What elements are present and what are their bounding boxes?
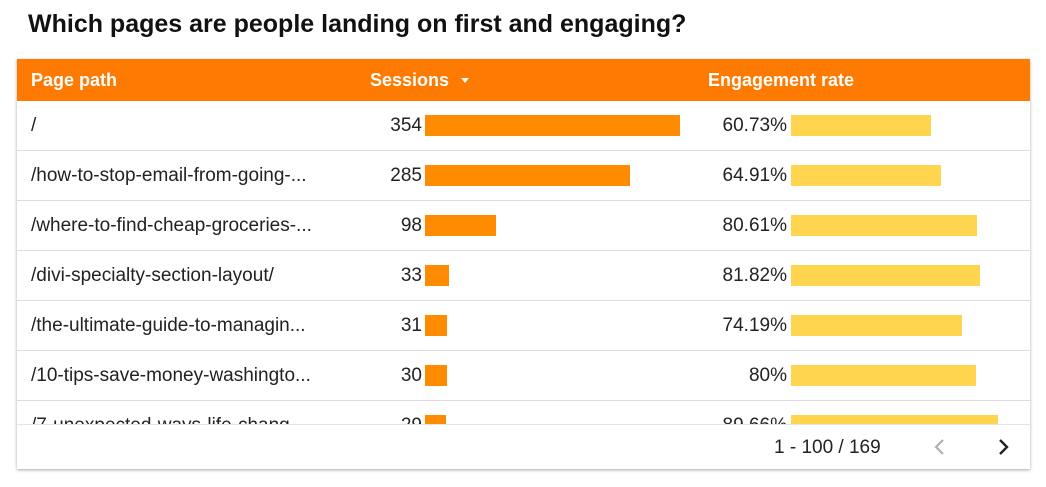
engagement-rate-bar — [791, 115, 931, 136]
engagement-rate-value: 89.66% — [707, 401, 787, 424]
sessions-bar — [425, 315, 447, 336]
table-row[interactable]: /how-to-stop-email-from-going-... 285 64.9… — [17, 151, 1030, 201]
engagement-rate-value: 80.61% — [722, 215, 787, 236]
page-path-cell: /where-to-find-cheap-groceries-... — [31, 215, 312, 236]
table-row[interactable]: /10-tips-save-money-washingto... 30 80% — [17, 351, 1030, 401]
column-header-page-path[interactable]: Page path — [31, 59, 117, 101]
engagement-rate-bar — [791, 215, 977, 236]
engagement-rate-value: 64.91% — [722, 165, 787, 186]
engagement-rate-bar — [791, 165, 941, 186]
engagement-rate-value: 80% — [748, 365, 787, 386]
sessions-bar — [425, 165, 630, 186]
sessions-bar — [425, 365, 447, 386]
sessions-bar — [425, 265, 449, 286]
table-row[interactable]: /the-ultimate-guide-to-managin... 31 74.19… — [17, 301, 1030, 351]
table-row[interactable]: / 354 60.73% — [17, 101, 1030, 151]
table-header: Page path Sessions Engagement rate — [17, 59, 1030, 101]
engagement-rate-bar — [791, 365, 976, 386]
sessions-bar — [425, 415, 446, 424]
table-row[interactable]: /divi-specialty-section-layout/33 81.82% — [17, 251, 1030, 301]
sessions-value: 98 — [400, 215, 422, 236]
table-row[interactable]: /where-to-find-cheap-groceries-... 98 80.6… — [17, 201, 1030, 251]
page-path-cell: /how-to-stop-email-from-going-... — [31, 165, 307, 186]
column-header-label: Page path — [31, 70, 118, 90]
engagement-rate-value: 60.73% — [722, 115, 787, 136]
page-path-cell: / — [31, 115, 37, 136]
chevron-right-icon[interactable] — [991, 435, 1015, 459]
page-path-cell: /7-unexpected-ways-life-chang... — [31, 401, 343, 424]
sessions-value: 354 — [390, 115, 422, 136]
column-header-label: Sessions — [370, 70, 450, 90]
page-title: Which pages are people landing on first … — [28, 10, 687, 38]
column-header-engagement-rate[interactable]: Engagement rate — [708, 59, 854, 101]
page-path-cell: /10-tips-save-money-washingto... — [31, 365, 311, 386]
data-table-card: Page path Sessions Engagement rate / 354 6… — [17, 59, 1030, 469]
sessions-value: 31 — [400, 315, 422, 336]
column-header-sessions[interactable]: Sessions — [370, 59, 470, 101]
engagement-rate-value: 74.19% — [722, 315, 787, 336]
table-row[interactable]: /7-unexpected-ways-life-chang...29 89.66% — [17, 401, 1030, 424]
table-footer: 1 - 100 / 169 — [17, 424, 1030, 469]
pagination-range: 1 - 100 / 169 — [774, 437, 881, 458]
sort-descending-icon — [461, 77, 470, 83]
sessions-value: 29 — [347, 401, 422, 424]
page-path-cell: /the-ultimate-guide-to-managin... — [31, 315, 306, 336]
sessions-bar — [425, 115, 680, 136]
engagement-rate-value: 81.82% — [722, 265, 787, 286]
engagement-rate-bar — [791, 315, 962, 336]
sessions-value: 285 — [390, 165, 422, 186]
column-header-label: Engagement rate — [708, 70, 855, 90]
sessions-bar — [425, 215, 496, 236]
engagement-rate-bar — [791, 415, 998, 424]
sessions-value: 30 — [400, 365, 422, 386]
page-path-cell: /divi-specialty-section-layout/ — [31, 265, 274, 286]
chevron-left-icon[interactable] — [928, 435, 952, 459]
sessions-value: 33 — [400, 265, 422, 286]
engagement-rate-bar — [791, 265, 980, 286]
table-body: / 354 60.73% /how-to-stop-email-from-going-… — [17, 101, 1030, 424]
